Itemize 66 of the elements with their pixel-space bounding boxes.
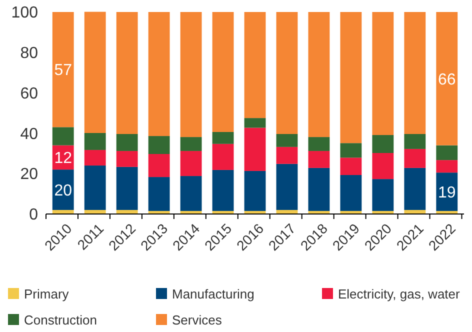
y-tick-label: 40: [20, 126, 38, 143]
bar: [372, 179, 394, 211]
bar: [308, 168, 330, 211]
bar: [372, 12, 394, 136]
data-label: 66: [438, 71, 456, 88]
bar: [340, 175, 362, 211]
bar: [276, 146, 298, 164]
bar: [116, 12, 138, 134]
bar: [276, 12, 298, 134]
y-tick-label: 60: [20, 85, 38, 102]
bar: [116, 166, 138, 210]
bar: [84, 166, 106, 210]
bar: [308, 150, 330, 168]
y-tick-label: 80: [20, 45, 38, 62]
bar: [180, 176, 202, 211]
bar: [404, 12, 426, 134]
bar: [212, 144, 234, 170]
data-label: 20: [54, 182, 72, 200]
y-tick-label: 20: [20, 166, 38, 184]
data-label: 19: [438, 184, 456, 202]
legend-label: Services: [172, 312, 222, 328]
bar: [116, 134, 138, 151]
bar: [244, 118, 266, 128]
bar: [404, 168, 426, 210]
bar: [308, 12, 330, 138]
bar: [84, 12, 106, 133]
bar: [404, 148, 426, 168]
bar: [372, 152, 394, 180]
bar: [276, 164, 298, 210]
bar: [180, 137, 202, 151]
bar: [436, 172, 458, 211]
bar: [84, 150, 106, 166]
bar: [340, 158, 362, 176]
y-tick-label: 100: [11, 4, 38, 22]
bar: [212, 12, 234, 132]
legend-label: Electricity, gas, water: [338, 286, 461, 302]
data-label: 57: [54, 62, 72, 80]
bar: [436, 160, 458, 173]
bar: [436, 145, 458, 160]
bar: [404, 134, 426, 149]
bar: [372, 135, 394, 153]
bar: [148, 177, 170, 211]
bar: [212, 132, 234, 144]
bar: [244, 128, 266, 171]
bar: [116, 150, 138, 167]
bar: [340, 143, 362, 158]
bar: [148, 12, 170, 136]
legend-label: Manufacturing: [172, 286, 254, 302]
y-tick-label: 0: [29, 206, 38, 224]
bar: [84, 133, 106, 150]
bar: [340, 12, 362, 144]
bar: [276, 134, 298, 147]
bar: [436, 12, 458, 146]
bar: [180, 12, 202, 138]
bar: [244, 170, 266, 211]
data-label: 12: [54, 150, 72, 168]
bar: [148, 154, 170, 178]
bar: [180, 150, 202, 176]
bar: [212, 170, 234, 211]
bar: [52, 127, 74, 146]
bar: [308, 137, 330, 151]
legend-label: Primary: [24, 286, 70, 302]
legend-label: Construction: [24, 312, 97, 328]
bar: [148, 136, 170, 154]
bar: [244, 12, 266, 118]
bar: [52, 12, 74, 128]
